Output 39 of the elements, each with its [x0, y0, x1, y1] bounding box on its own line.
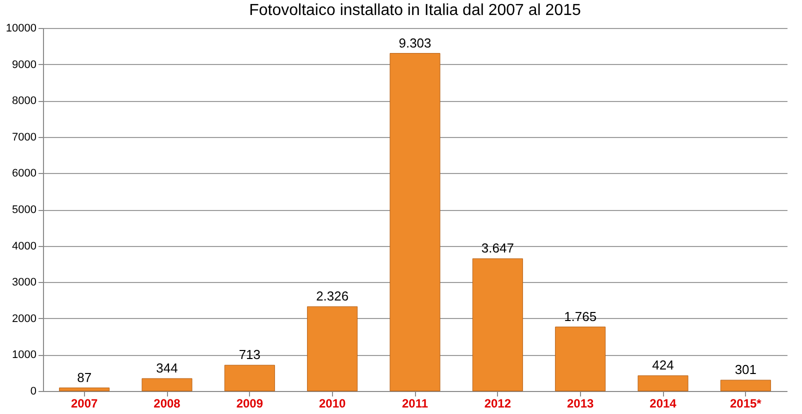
- x-tick-label: 2007: [70, 396, 98, 410]
- y-tick-label: 6000: [12, 168, 36, 180]
- bar: [307, 306, 358, 392]
- y-tick-label: 7000: [12, 131, 36, 144]
- bar: [638, 375, 688, 392]
- y-tick-label: 2000: [12, 312, 36, 325]
- bar: [142, 378, 192, 392]
- x-tick-label: 2013: [566, 396, 594, 410]
- x-tick-label: 2015*: [730, 396, 762, 410]
- data-label: 713: [238, 347, 261, 362]
- bar: [390, 53, 440, 392]
- data-label: 3.647: [481, 240, 514, 256]
- y-tick-label: 4000: [12, 240, 36, 252]
- bar: [59, 388, 110, 392]
- data-label: 424: [652, 358, 674, 373]
- y-tick-label: 9000: [12, 58, 36, 71]
- data-label: 301: [734, 362, 757, 378]
- y-tick-label: 3000: [12, 276, 36, 289]
- x-tick-label: 2008: [154, 396, 181, 410]
- bar: [720, 380, 771, 392]
- x-tick-label: 2012: [484, 396, 512, 410]
- bar: [224, 364, 275, 392]
- chart-title: Fotovoltaico installato in Italia dal 2007 al 2015: [249, 2, 581, 19]
- x-tick-label: 2009: [236, 396, 264, 410]
- data-label: 9.303: [398, 35, 432, 50]
- x-tick-label: 2011: [402, 396, 428, 410]
- x-tick-label: 2010: [318, 396, 346, 410]
- y-tick-label: 0: [30, 386, 36, 398]
- bar: [555, 326, 606, 392]
- data-label: 87: [77, 370, 92, 385]
- bar: [472, 258, 523, 392]
- y-tick-label: 8000: [12, 95, 36, 108]
- y-tick-label: 5000: [12, 204, 36, 216]
- data-label: 1.765: [564, 308, 597, 324]
- y-tick-label: 10000: [6, 22, 36, 34]
- data-label: 2.326: [316, 288, 349, 304]
- y-tick-label: 1000: [12, 349, 36, 362]
- x-tick-label: 2014: [650, 396, 677, 410]
- data-label: 344: [156, 360, 178, 376]
